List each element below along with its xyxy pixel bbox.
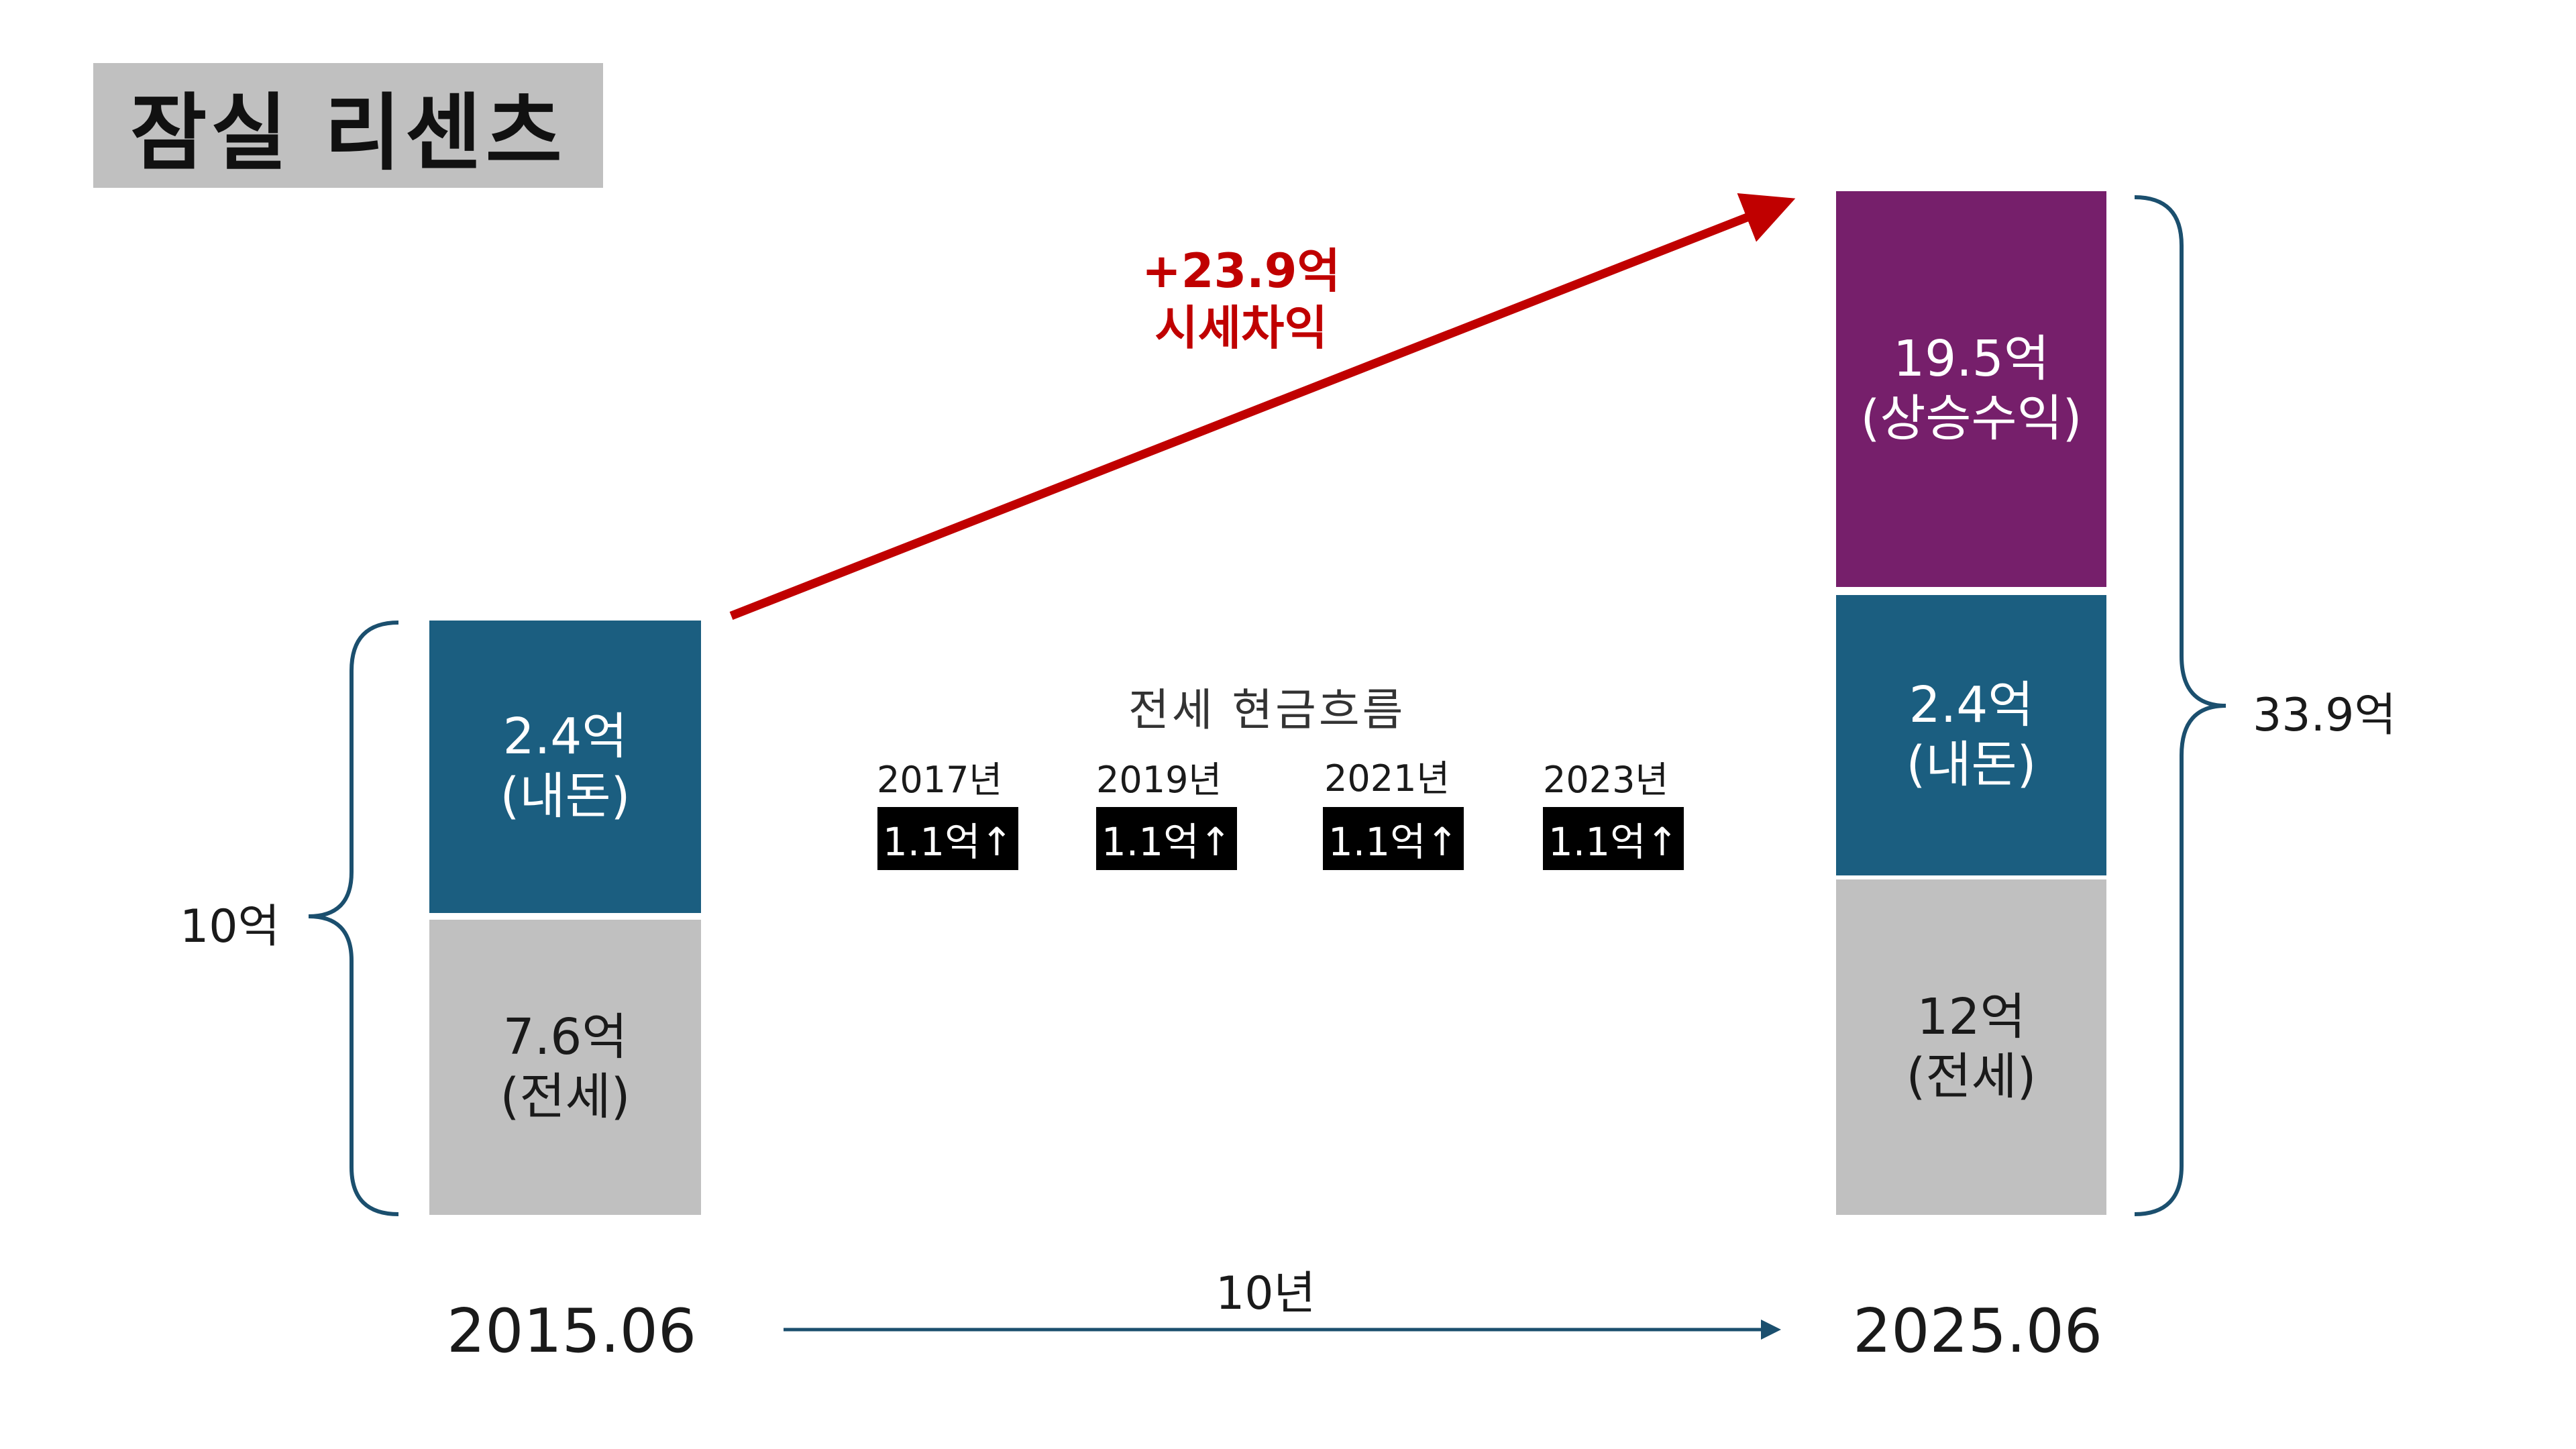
cashflow-title: 전세 현금흐름 xyxy=(1128,684,1406,736)
gain-arrow xyxy=(729,193,1796,621)
left-bar-own-money: 2.4억 (내돈) xyxy=(429,621,701,913)
left-bar-jeonse: 7.6억 (전세) xyxy=(429,920,701,1215)
right-brace xyxy=(2134,195,2226,1216)
left-own-label: (내돈) xyxy=(500,767,631,825)
right-bar-own-money: 2.4억 (내돈) xyxy=(1836,595,2106,875)
period-label: 10년 xyxy=(1216,1267,1316,1320)
right-bar-gain: 19.5억 (상승수익) xyxy=(1836,191,2106,587)
right-total-label: 33.9억 xyxy=(2253,689,2396,742)
gain-amount: +23.9억 xyxy=(1142,244,1340,299)
right-bar-jeonse: 12억 (전세) xyxy=(1836,879,2106,1215)
cashflow-badge: 1.1억↑ xyxy=(1323,807,1464,870)
cashflow-badge: 1.1억↑ xyxy=(1543,807,1684,870)
end-date: 2025.06 xyxy=(1853,1296,2103,1366)
right-own-value: 2.4억 xyxy=(1909,676,2034,735)
left-own-value: 2.4억 xyxy=(502,708,628,766)
cashflow-year: 2021년 xyxy=(1324,757,1450,800)
left-total-label: 10억 xyxy=(180,900,280,953)
page-title: 잠실 리센츠 xyxy=(130,85,566,182)
start-date: 2015.06 xyxy=(447,1296,697,1366)
right-jeonse-value: 12억 xyxy=(1917,988,2026,1046)
cashflow-badge: 1.1억↑ xyxy=(877,807,1018,870)
cashflow-badge: 1.1억↑ xyxy=(1096,807,1237,870)
cashflow-year: 2023년 xyxy=(1543,759,1669,801)
right-jeonse-label: (전세) xyxy=(1906,1048,2037,1106)
cashflow-year: 2017년 xyxy=(877,759,1003,801)
left-jeonse-label: (전세) xyxy=(500,1068,631,1126)
gain-label-group: +23.9억 시세차익 xyxy=(1114,243,1368,358)
right-gain-value: 19.5억 xyxy=(1893,330,2049,388)
gain-label: 시세차익 xyxy=(1155,301,1328,356)
left-jeonse-value: 7.6억 xyxy=(502,1008,628,1067)
left-brace xyxy=(308,621,399,1216)
right-gain-label: (상승수익) xyxy=(1860,390,2082,447)
title-box: 잠실 리센츠 xyxy=(93,63,603,188)
right-own-label: (내돈) xyxy=(1906,736,2037,794)
cashflow-year: 2019년 xyxy=(1096,759,1222,801)
